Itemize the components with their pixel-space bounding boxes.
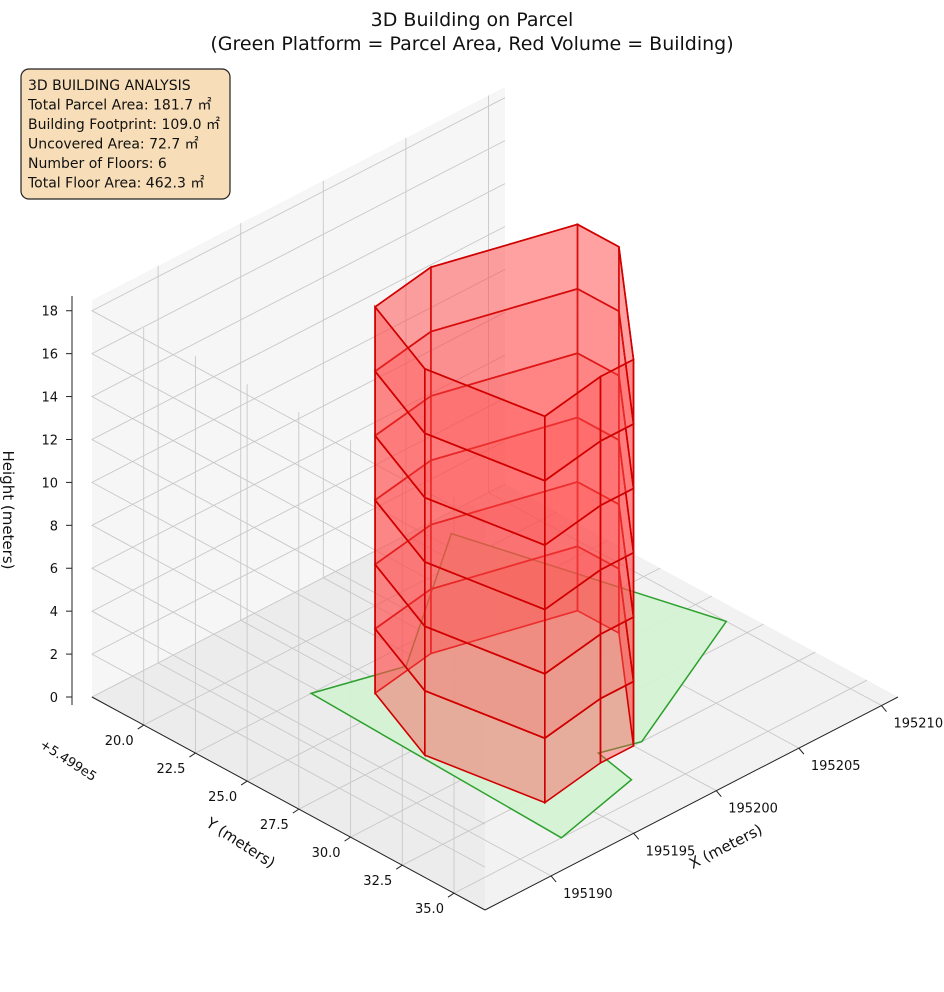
y-tick-1 <box>189 752 196 758</box>
y-tick-label-1: 22.5 <box>156 762 185 777</box>
x-tick-label-2: 195200 <box>728 802 778 817</box>
z-tick-label-2: 4 <box>50 605 58 620</box>
x-tick-3 <box>798 747 805 755</box>
z-tick-label-1: 2 <box>50 648 58 663</box>
x-tick-label-3: 195205 <box>811 759 861 774</box>
info-line-floor-area: Total Floor Area: 462.3 ㎡ <box>27 176 204 192</box>
y-tick-label-5: 32.5 <box>363 874 392 889</box>
chart-title: 3D Building on Parcel <box>371 9 574 31</box>
y-tick-label-4: 30.0 <box>312 846 341 861</box>
info-line-footprint: Building Footprint: 109.0 ㎡ <box>28 117 220 133</box>
x-tick-label-4: 195210 <box>893 717 943 732</box>
z-axis-label: Height (meters) <box>0 451 17 570</box>
y-tick-2 <box>240 780 248 786</box>
y-tick-5 <box>395 864 403 870</box>
x-tick-0 <box>550 875 557 883</box>
building-volume <box>373 223 635 805</box>
y-axis-line <box>91 696 486 911</box>
x-tick-label-1: 195195 <box>646 844 696 859</box>
y-tick-label-3: 27.5 <box>260 818 289 833</box>
floor-1 <box>373 544 635 805</box>
y-tick-4 <box>344 836 351 842</box>
parcel-platform <box>309 532 728 839</box>
z-tick-label-7: 14 <box>41 391 58 406</box>
z-tick-label-8: 16 <box>41 348 58 363</box>
z-grid-line-5 <box>91 269 506 696</box>
info-box: 3D BUILDING ANALYSIS Total Parcel Area: … <box>20 68 231 200</box>
chart-subtitle: (Green Platform = Parcel Area, Red Volum… <box>210 33 733 55</box>
y-tick-6 <box>447 892 455 898</box>
z-tick-label-5: 10 <box>41 476 58 491</box>
z-tick-label-4: 8 <box>50 519 58 534</box>
z-grid-line-4 <box>91 311 506 739</box>
x-tick-label-0: 195190 <box>563 887 613 902</box>
x-axis-line <box>484 696 899 911</box>
x-tick-4 <box>881 705 887 712</box>
z-tick-label-9: 18 <box>41 305 58 320</box>
x-tick-2 <box>715 790 722 798</box>
info-line-heading: 3D BUILDING ANALYSIS <box>28 78 191 94</box>
z-grid-line-2 <box>91 397 506 825</box>
floor-6-slab <box>373 223 635 418</box>
z-grid-line-8 <box>91 140 506 567</box>
floor-6 <box>373 223 635 483</box>
x-tick-1 <box>633 832 640 840</box>
info-line-floors: Number of Floors: 6 <box>28 156 167 172</box>
y-tick-label-6: 35.0 <box>415 902 444 917</box>
z-grid-line-9 <box>91 97 506 525</box>
z-tick-label-6: 12 <box>41 433 58 448</box>
z-tick-label-0: 0 <box>50 691 58 706</box>
info-box-background <box>20 68 231 200</box>
y-offset-label: +5.499e5 <box>37 737 99 785</box>
axes: 195190 195195 195200 195205 195210 20.0 22.5 25… <box>41 296 943 917</box>
y-tick-0 <box>137 724 144 730</box>
z-tick-label-3: 6 <box>50 562 58 577</box>
y-tick-label-0: 20.0 <box>105 734 134 749</box>
parcel-polygon <box>309 532 728 839</box>
x-axis-label: X (meters) <box>686 820 765 872</box>
z-grid-line-6 <box>91 226 506 653</box>
y-tick-3 <box>292 808 300 814</box>
floor-5 <box>373 287 635 547</box>
info-line-uncovered: Uncovered Area: 72.7 ㎡ <box>28 137 199 153</box>
y-tick-label-2: 25.0 <box>208 790 237 805</box>
z-grid-line-7 <box>91 183 506 610</box>
info-line-parcel-area: Total Parcel Area: 181.7 ㎡ <box>27 98 212 114</box>
z-grid-line-1 <box>91 440 506 868</box>
